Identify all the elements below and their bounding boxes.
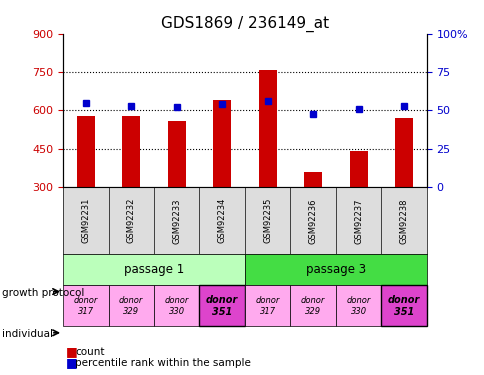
Text: GSM92237: GSM92237 — [353, 198, 363, 243]
Text: GSM92234: GSM92234 — [217, 198, 226, 243]
Text: donor
330: donor 330 — [164, 296, 189, 316]
Bar — [335, 285, 380, 326]
Text: percentile rank within the sample: percentile rank within the sample — [75, 358, 251, 368]
Text: ■: ■ — [65, 357, 77, 369]
Text: donor
317: donor 317 — [74, 296, 98, 316]
Text: donor
329: donor 329 — [119, 296, 143, 316]
Bar — [380, 285, 426, 326]
Text: passage 3: passage 3 — [305, 263, 365, 276]
Bar — [63, 285, 108, 326]
Text: individual: individual — [2, 329, 53, 339]
Bar — [258, 69, 276, 187]
Bar — [108, 285, 153, 326]
Text: donor
317: donor 317 — [255, 296, 279, 316]
Text: GSM92235: GSM92235 — [263, 198, 272, 243]
Bar — [153, 285, 199, 326]
Bar — [244, 285, 290, 326]
Text: donor
351: donor 351 — [387, 295, 419, 316]
Text: ■: ■ — [65, 345, 77, 358]
Bar — [122, 116, 140, 187]
Text: GSM92232: GSM92232 — [126, 198, 136, 243]
Text: donor
330: donor 330 — [346, 296, 370, 316]
Text: GSM92236: GSM92236 — [308, 198, 317, 243]
Title: GDS1869 / 236149_at: GDS1869 / 236149_at — [161, 16, 328, 32]
Bar — [212, 100, 231, 187]
Bar — [63, 254, 244, 285]
Text: GSM92231: GSM92231 — [81, 198, 90, 243]
Text: donor
351: donor 351 — [206, 295, 238, 316]
Text: count: count — [75, 347, 105, 357]
Text: GSM92238: GSM92238 — [399, 198, 408, 243]
Bar — [76, 116, 95, 187]
Bar — [290, 285, 335, 326]
Bar — [394, 118, 412, 187]
Text: passage 1: passage 1 — [123, 263, 184, 276]
Text: growth protocol: growth protocol — [2, 288, 85, 298]
Bar — [199, 285, 244, 326]
Bar — [167, 121, 185, 187]
Bar — [349, 152, 367, 187]
Text: GSM92233: GSM92233 — [172, 198, 181, 243]
Bar — [303, 172, 321, 187]
Bar — [244, 254, 426, 285]
Text: donor
329: donor 329 — [300, 296, 325, 316]
